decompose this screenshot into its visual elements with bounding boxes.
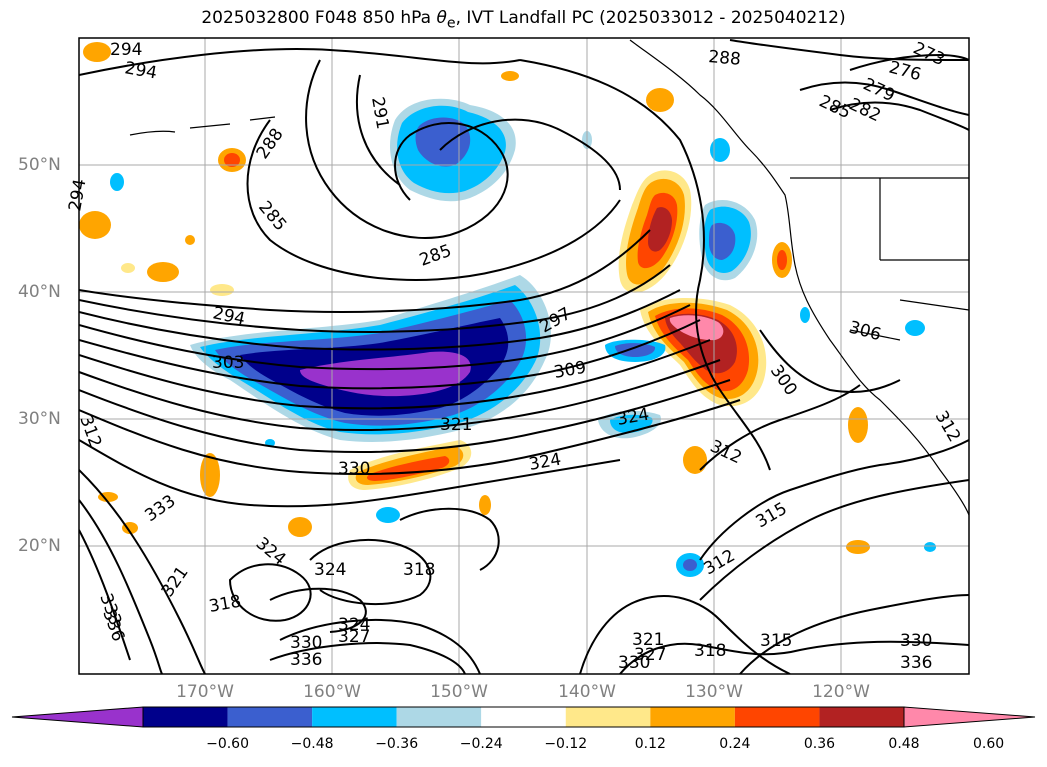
title-suffix: , IVT Landfall PC (2025033012 - 20250402… [455,8,846,28]
contour-label-321-south: 321 [632,630,664,650]
colorbar-tick-label: −0.36 [375,736,419,752]
colorbar-segment [396,707,482,727]
colorbar-tick-label: −0.24 [459,736,503,752]
colorbar-frame [142,706,905,728]
contour-label-303: 303 [212,353,244,373]
neg-east-blue [709,222,736,260]
pos-south-red [367,456,450,481]
contour-lines [79,39,969,674]
contour-label-324-south: 324 [338,615,370,635]
contour-label-324-s: 324 [314,560,346,580]
coastlines [129,39,969,516]
colorbar-tick-label: 0.60 [972,736,1005,752]
contour-label-336: 336 [290,650,322,670]
contour-label-315-south: 315 [760,631,792,651]
contour-label-327-south: 327 [634,645,666,665]
colorbar-segment [481,707,566,727]
contour-label-318-center: 318 [403,560,435,580]
title-theta: θ [436,8,447,28]
colorbar-tick-label: 0.36 [803,736,836,752]
colorbar-extend-max [903,706,1036,728]
colorbar-tick-label: −0.60 [206,736,249,752]
title-prefix: 2025032800 F048 850 hPa [201,8,437,28]
contour-label-288-north: 288 [708,47,742,70]
neg-north-dark [415,117,471,167]
contour-label-330-south: 330 [290,633,322,653]
lon-label-120w: 120°W [812,682,870,702]
colorbar-tick-label: 0.48 [888,736,920,752]
lat-label-40: 40°N [18,282,61,302]
colorbar-tick-label: −0.12 [544,736,588,752]
colorbar-segment [819,707,904,727]
colorbar-tick-label: −0.48 [290,736,334,752]
map-frame [78,37,970,675]
colorbar-tick-label: 0.12 [634,736,666,752]
lat-label-20: 20°N [18,536,61,556]
small-blobs [79,42,936,577]
lon-label-160w: 160°W [303,682,361,702]
lon-label-130w: 130°W [685,682,743,702]
contour-label-330-se: 330 [618,653,650,673]
colorbar-segment [143,707,228,727]
colorbar-segment [565,707,651,727]
gridlines [79,38,969,674]
neg-band-purple [300,351,471,397]
contour-label-327: 327 [338,627,370,647]
contour-label-318-south: 318 [694,641,726,661]
colorbar [11,706,1036,728]
colorbar-extend-min [11,706,144,728]
contour-label-330: 330 [338,459,370,479]
map-title: 2025032800 F048 850 hPa θe, IVT Landfall… [0,8,1047,31]
colorbar-tick-label: 0.24 [719,736,751,752]
contour-label-330-east: 330 [900,631,932,651]
neg-small-2-blue [615,343,656,357]
lon-label-170w: 170°W [176,682,234,702]
lon-label-140w: 140°W [558,682,616,702]
colorbar-segment [734,707,820,727]
colorbar-segment [312,707,397,727]
contour-label-321: 321 [440,415,472,435]
contour-label-336-east: 336 [900,653,932,673]
lon-label-150w: 150°W [430,682,488,702]
pos-north-crimson [648,207,672,252]
colorbar-segment [650,707,735,727]
colorbar-segment [227,707,313,727]
lat-label-30: 30°N [18,409,61,429]
title-sub: e [446,15,456,32]
contour-label-294-top: 294 [110,40,142,60]
lat-label-50: 50°N [18,155,61,175]
